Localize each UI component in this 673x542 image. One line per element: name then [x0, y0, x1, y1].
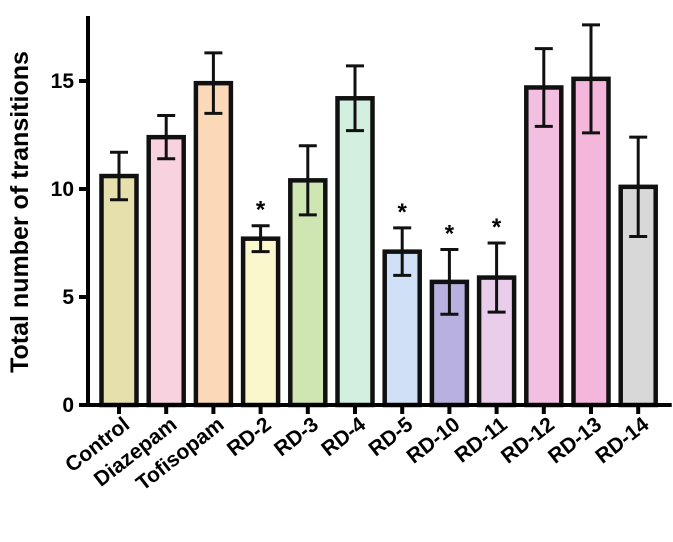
- bar: [193, 80, 234, 408]
- x-axis: ControlDiazepamTofisopamRD-2RD-3RD-4RD-5…: [61, 403, 672, 495]
- y-tick-label: 10: [51, 178, 74, 201]
- x-tick-label: RD-4: [317, 413, 370, 461]
- significance-marker: *: [445, 220, 455, 247]
- bar: [382, 249, 422, 408]
- x-tick-label: RD-14: [591, 413, 653, 469]
- significance-marker: *: [492, 214, 502, 241]
- x-tick-label: RD-2: [223, 413, 276, 461]
- x-tick-label: RD-10: [402, 413, 464, 468]
- y-tick-label: 0: [62, 394, 74, 417]
- y-tick-label: 15: [51, 70, 75, 93]
- y-axis: 0 5 10 15: [51, 16, 90, 417]
- x-tick-label: RD-3: [270, 413, 323, 461]
- y-axis-title: Total number of transitions: [6, 51, 34, 373]
- significance-marker: *: [256, 197, 266, 224]
- significance-marker: *: [398, 199, 408, 226]
- bar: [146, 134, 186, 408]
- x-tick-label: RD-13: [544, 413, 606, 468]
- bar: [240, 236, 281, 408]
- bar: [524, 85, 564, 408]
- x-tick-label: RD-11: [451, 413, 512, 468]
- bars: * * * *: [99, 23, 658, 408]
- y-tick-label: 5: [62, 286, 74, 309]
- bar: [335, 96, 375, 408]
- x-tick-label: RD-12: [497, 413, 559, 468]
- bar: [99, 173, 139, 408]
